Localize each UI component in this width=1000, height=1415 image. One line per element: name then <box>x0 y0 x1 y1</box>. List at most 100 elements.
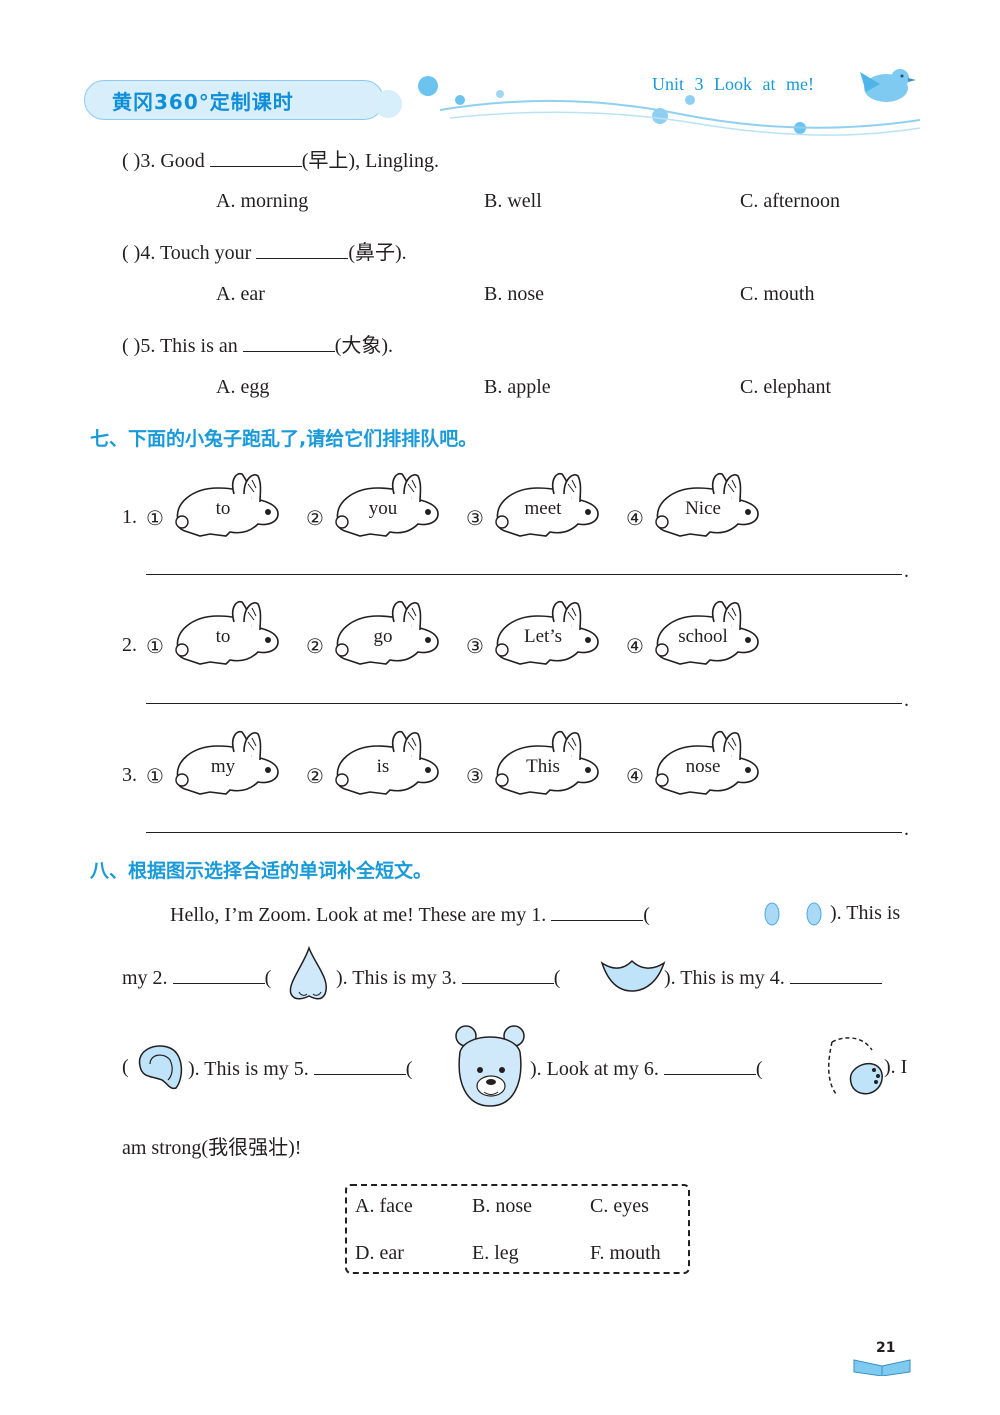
question-5-suffix: (大象). <box>334 335 394 357</box>
question-3-option-a[interactable]: A. morning <box>216 190 309 212</box>
blank-4[interactable] <box>789 965 882 984</box>
rabbit-icon <box>335 730 439 795</box>
bunny-word[interactable]: go <box>373 626 393 647</box>
rabbit-icon <box>175 600 279 665</box>
leg-icon <box>828 1037 883 1095</box>
question-4-option-a[interactable]: A. ear <box>216 283 265 305</box>
paren-open: ( <box>405 1058 413 1080</box>
options-box <box>345 1184 690 1274</box>
option-d-ear[interactable]: D. ear <box>355 1242 404 1264</box>
answer-line[interactable] <box>146 832 902 833</box>
passage-line-2: my 2. ( <box>122 965 271 990</box>
bunny-row-number: 2. <box>122 634 137 656</box>
rabbit-icon <box>335 600 439 665</box>
question-4-option-c[interactable]: C. mouth <box>740 283 815 305</box>
rabbit-icon <box>495 730 599 795</box>
question-5-blank[interactable] <box>242 333 335 352</box>
passage-text-4: am strong(我很强壮)! <box>122 1137 302 1159</box>
paren-open: ( <box>122 1056 129 1078</box>
blank-1[interactable] <box>551 902 644 921</box>
unit-title: Unit 3 Look at me! <box>652 74 814 94</box>
blank-2[interactable] <box>172 965 265 984</box>
blank-3[interactable] <box>461 965 554 984</box>
question-5-prefix: ( )5. This is an <box>122 335 238 357</box>
answer-end-period: . <box>904 689 909 711</box>
bird-icon <box>860 69 916 102</box>
bunny-word[interactable]: to <box>215 626 231 647</box>
question-4-suffix: (鼻子). <box>348 242 407 264</box>
rabbit-icon <box>175 730 279 795</box>
option-a-face[interactable]: A. face <box>355 1195 413 1217</box>
passage-text-2b: ). This is my 3. <box>336 967 457 989</box>
question-3-blank[interactable] <box>209 148 302 167</box>
bunny-word[interactable]: my <box>210 756 236 777</box>
option-c-eyes[interactable]: C. eyes <box>590 1195 649 1217</box>
question-3-option-c[interactable]: C. afternoon <box>740 190 840 212</box>
bunny-word[interactable]: nose <box>685 756 721 777</box>
book-icon <box>853 1359 911 1376</box>
passage-line-1: Hello, I’m Zoom. Look at me! These are m… <box>170 902 650 927</box>
question-4-option-b[interactable]: B. nose <box>484 283 544 305</box>
bunny-row-number: 3. <box>122 764 137 786</box>
rabbit-icon <box>655 730 759 795</box>
passage-line-2c: ). This is my 4. <box>664 965 882 990</box>
header-badge-text: 黄冈360°定制课时 <box>112 90 294 114</box>
question-4-blank[interactable] <box>256 240 349 259</box>
option-e-leg[interactable]: E. leg <box>472 1242 519 1264</box>
rabbit-icon <box>495 472 599 537</box>
answer-line[interactable] <box>146 574 902 575</box>
rabbit-icon <box>175 472 279 537</box>
answer-line[interactable] <box>146 703 902 704</box>
question-3: ( )3. Good (早上), Lingling. <box>122 144 439 173</box>
rabbit-icon <box>655 600 759 665</box>
option-f-mouth[interactable]: F. mouth <box>590 1242 661 1264</box>
question-5-option-a[interactable]: A. egg <box>216 376 270 398</box>
blank-5[interactable] <box>313 1056 406 1075</box>
bunny-marker: ④ <box>626 636 644 658</box>
question-5: ( )5. This is an (大象). <box>122 329 393 358</box>
bunny-marker: ① <box>146 766 164 788</box>
passage-line-3: ). This is my 5. ( <box>188 1056 412 1081</box>
bunny-word[interactable]: you <box>368 498 398 519</box>
bunny-marker: ④ <box>626 766 644 788</box>
paren-open: ( <box>755 1058 763 1080</box>
rabbit-icon <box>655 472 759 537</box>
bunny-word[interactable]: This <box>526 756 560 777</box>
passage-text-3b: ). Look at my 6. <box>530 1058 659 1080</box>
bunny-marker: ② <box>306 766 324 788</box>
passage-text-3c: ). I <box>884 1056 908 1078</box>
page-number: 21 <box>876 1340 896 1356</box>
bunny-word[interactable]: Nice <box>685 498 721 519</box>
bunny-word[interactable]: meet <box>524 498 562 519</box>
section-8-title: 八、根据图示选择合适的单词补全短文。 <box>90 860 433 882</box>
blank-6[interactable] <box>663 1056 756 1075</box>
eyes-icon <box>764 902 822 926</box>
question-3-prefix: ( )3. Good <box>122 150 205 172</box>
bunny-marker: ① <box>146 508 164 530</box>
nose-icon <box>289 945 328 1000</box>
passage-text-2a: my 2. <box>122 967 168 989</box>
rabbit-icon <box>335 472 439 537</box>
passage-text-2c: ). This is my 4. <box>664 967 785 989</box>
bear-face-icon <box>455 1025 525 1107</box>
question-3-option-b[interactable]: B. well <box>484 190 542 212</box>
passage-line-2b: ). This is my 3. ( <box>336 965 560 990</box>
bunny-marker: ③ <box>466 766 484 788</box>
passage-text-1a: Hello, I’m Zoom. Look at me! These are m… <box>170 904 547 926</box>
option-b-nose[interactable]: B. nose <box>472 1195 532 1217</box>
bunny-word[interactable]: to <box>215 498 231 519</box>
bunny-word[interactable]: school <box>678 626 728 647</box>
bunny-word[interactable]: Let’s <box>524 626 562 647</box>
ear-icon <box>138 1045 183 1090</box>
header-badge <box>84 80 384 120</box>
question-5-option-c[interactable]: C. elephant <box>740 376 832 398</box>
bunny-word[interactable]: is <box>376 756 390 777</box>
bunny-marker: ① <box>146 636 164 658</box>
answer-end-period: . <box>904 818 909 840</box>
passage-text-1b: ). This is <box>830 902 901 924</box>
question-3-suffix: (早上), Lingling. <box>301 150 439 172</box>
mouth-icon <box>600 959 666 992</box>
bunny-marker: ③ <box>466 636 484 658</box>
bunny-marker: ② <box>306 508 324 530</box>
question-5-option-b[interactable]: B. apple <box>484 376 551 398</box>
